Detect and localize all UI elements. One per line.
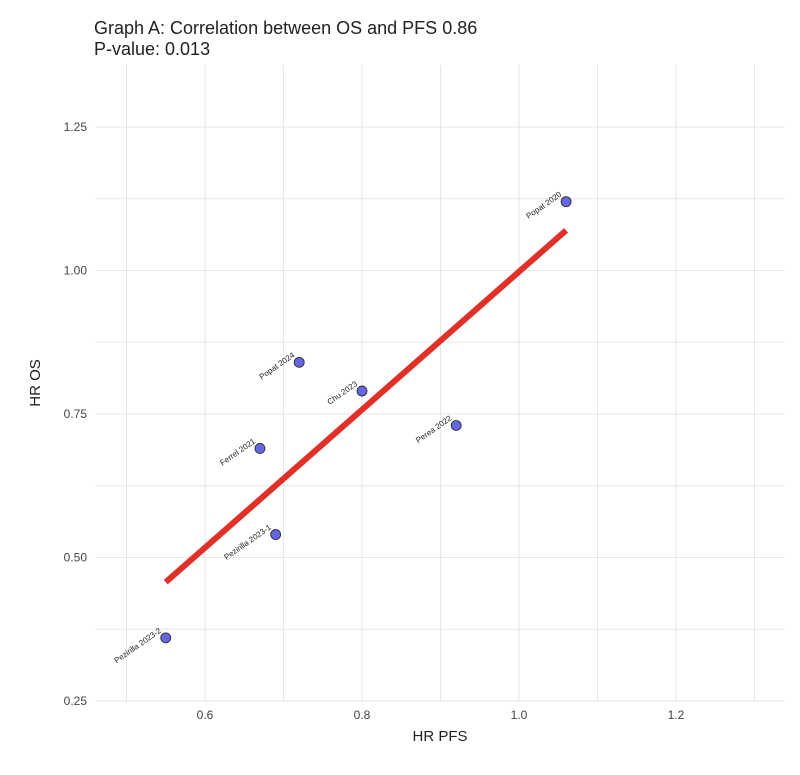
data-point-label: Ferrel 2021 (218, 436, 257, 467)
data-point-label: Chu 2023 (326, 379, 360, 407)
y-tick-label: 1.00 (64, 264, 88, 278)
data-point-label: Popat 2024 (258, 350, 297, 381)
y-tick-label: 0.50 (64, 551, 88, 565)
fit-line (163, 228, 569, 585)
y-axis-label: HR OS (27, 359, 44, 407)
data-point (450, 420, 462, 431)
grid-lines (95, 65, 785, 702)
x-axis-label: HR PFS (412, 728, 467, 745)
y-tick-label: 0.25 (64, 694, 88, 708)
chart-subtitle: P-value: 0.013 (94, 39, 211, 59)
data-point (356, 385, 368, 397)
data-point (160, 632, 172, 644)
data-point-label: Perea 2022 (414, 413, 453, 444)
fit-line-group (163, 228, 569, 585)
chart-title: Graph A: Correlation between OS and PFS … (94, 18, 478, 38)
x-tick-label: 1.2 (668, 708, 685, 722)
x-tick-label: 0.6 (197, 708, 214, 722)
y-tick-label: 0.75 (64, 407, 88, 421)
x-tick-label: 0.8 (354, 708, 371, 722)
data-point-label: Pezirilla 2023-2 (113, 626, 164, 665)
x-tick-label: 1.0 (511, 708, 528, 722)
y-tick-label: 1.25 (64, 120, 88, 134)
data-point-label: Popat 2020 (525, 190, 564, 221)
data-point (270, 529, 282, 540)
data-point (560, 196, 572, 208)
data-point (293, 356, 305, 368)
data-point (254, 443, 266, 454)
axis-ticks: 0.6 0.8 1.0 1.2 0.25 0.50 0.75 1.00 1.25 (64, 120, 685, 722)
